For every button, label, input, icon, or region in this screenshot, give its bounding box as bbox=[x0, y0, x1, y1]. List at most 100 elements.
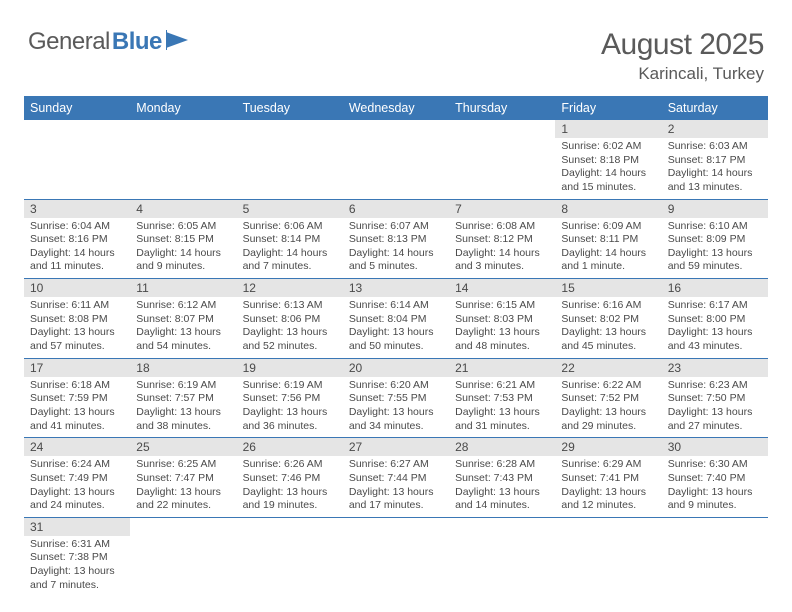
day-content: Sunrise: 6:31 AMSunset: 7:38 PMDaylight:… bbox=[24, 536, 130, 597]
calendar-cell bbox=[343, 120, 449, 199]
calendar-cell: 14Sunrise: 6:15 AMSunset: 8:03 PMDayligh… bbox=[449, 279, 555, 359]
calendar-cell: 22Sunrise: 6:22 AMSunset: 7:52 PMDayligh… bbox=[555, 358, 661, 438]
day-content: Sunrise: 6:28 AMSunset: 7:43 PMDaylight:… bbox=[449, 456, 555, 517]
daylight-text: Daylight: 13 hours and 24 minutes. bbox=[30, 486, 124, 513]
sunset-text: Sunset: 8:17 PM bbox=[668, 154, 762, 168]
day-number: 22 bbox=[555, 359, 661, 377]
calendar-cell: 9Sunrise: 6:10 AMSunset: 8:09 PMDaylight… bbox=[662, 199, 768, 279]
daylight-text: Daylight: 13 hours and 50 minutes. bbox=[349, 326, 443, 353]
day-content: Sunrise: 6:24 AMSunset: 7:49 PMDaylight:… bbox=[24, 456, 130, 517]
day-content: Sunrise: 6:18 AMSunset: 7:59 PMDaylight:… bbox=[24, 377, 130, 438]
sunset-text: Sunset: 8:04 PM bbox=[349, 313, 443, 327]
daylight-text: Daylight: 13 hours and 34 minutes. bbox=[349, 406, 443, 433]
daylight-text: Daylight: 13 hours and 29 minutes. bbox=[561, 406, 655, 433]
daylight-text: Daylight: 13 hours and 22 minutes. bbox=[136, 486, 230, 513]
weekday-header: Sunday bbox=[24, 96, 130, 120]
day-content: Sunrise: 6:19 AMSunset: 7:57 PMDaylight:… bbox=[130, 377, 236, 438]
day-number: 17 bbox=[24, 359, 130, 377]
calendar-cell: 13Sunrise: 6:14 AMSunset: 8:04 PMDayligh… bbox=[343, 279, 449, 359]
day-content: Sunrise: 6:05 AMSunset: 8:15 PMDaylight:… bbox=[130, 218, 236, 279]
sunset-text: Sunset: 7:55 PM bbox=[349, 392, 443, 406]
sunrise-text: Sunrise: 6:04 AM bbox=[30, 220, 124, 234]
calendar-cell: 31Sunrise: 6:31 AMSunset: 7:38 PMDayligh… bbox=[24, 517, 130, 596]
calendar-cell: 28Sunrise: 6:28 AMSunset: 7:43 PMDayligh… bbox=[449, 438, 555, 518]
sunrise-text: Sunrise: 6:13 AM bbox=[243, 299, 337, 313]
calendar-cell: 4Sunrise: 6:05 AMSunset: 8:15 PMDaylight… bbox=[130, 199, 236, 279]
calendar-cell bbox=[555, 517, 661, 596]
day-content: Sunrise: 6:15 AMSunset: 8:03 PMDaylight:… bbox=[449, 297, 555, 358]
sunrise-text: Sunrise: 6:26 AM bbox=[243, 458, 337, 472]
flag-icon bbox=[166, 30, 192, 55]
sunrise-text: Sunrise: 6:15 AM bbox=[455, 299, 549, 313]
sunset-text: Sunset: 7:53 PM bbox=[455, 392, 549, 406]
calendar-cell bbox=[237, 120, 343, 199]
weekday-header: Saturday bbox=[662, 96, 768, 120]
day-content: Sunrise: 6:20 AMSunset: 7:55 PMDaylight:… bbox=[343, 377, 449, 438]
daylight-text: Daylight: 14 hours and 1 minute. bbox=[561, 247, 655, 274]
sunset-text: Sunset: 7:46 PM bbox=[243, 472, 337, 486]
day-number: 7 bbox=[449, 200, 555, 218]
day-number: 2 bbox=[662, 120, 768, 138]
day-number: 3 bbox=[24, 200, 130, 218]
day-content: Sunrise: 6:07 AMSunset: 8:13 PMDaylight:… bbox=[343, 218, 449, 279]
daylight-text: Daylight: 13 hours and 41 minutes. bbox=[30, 406, 124, 433]
sunrise-text: Sunrise: 6:10 AM bbox=[668, 220, 762, 234]
calendar-cell: 3Sunrise: 6:04 AMSunset: 8:16 PMDaylight… bbox=[24, 199, 130, 279]
daylight-text: Daylight: 13 hours and 27 minutes. bbox=[668, 406, 762, 433]
sunset-text: Sunset: 8:11 PM bbox=[561, 233, 655, 247]
sunset-text: Sunset: 8:03 PM bbox=[455, 313, 549, 327]
daylight-text: Daylight: 13 hours and 17 minutes. bbox=[349, 486, 443, 513]
sunset-text: Sunset: 8:13 PM bbox=[349, 233, 443, 247]
day-number: 30 bbox=[662, 438, 768, 456]
day-number: 27 bbox=[343, 438, 449, 456]
day-content: Sunrise: 6:08 AMSunset: 8:12 PMDaylight:… bbox=[449, 218, 555, 279]
day-number: 28 bbox=[449, 438, 555, 456]
calendar-cell: 10Sunrise: 6:11 AMSunset: 8:08 PMDayligh… bbox=[24, 279, 130, 359]
daylight-text: Daylight: 13 hours and 54 minutes. bbox=[136, 326, 230, 353]
day-content: Sunrise: 6:22 AMSunset: 7:52 PMDaylight:… bbox=[555, 377, 661, 438]
sunrise-text: Sunrise: 6:05 AM bbox=[136, 220, 230, 234]
day-number: 10 bbox=[24, 279, 130, 297]
calendar-cell: 27Sunrise: 6:27 AMSunset: 7:44 PMDayligh… bbox=[343, 438, 449, 518]
sunrise-text: Sunrise: 6:28 AM bbox=[455, 458, 549, 472]
calendar-row: 10Sunrise: 6:11 AMSunset: 8:08 PMDayligh… bbox=[24, 279, 768, 359]
daylight-text: Daylight: 13 hours and 19 minutes. bbox=[243, 486, 337, 513]
daylight-text: Daylight: 14 hours and 7 minutes. bbox=[243, 247, 337, 274]
sunset-text: Sunset: 7:43 PM bbox=[455, 472, 549, 486]
sunrise-text: Sunrise: 6:18 AM bbox=[30, 379, 124, 393]
calendar-cell: 30Sunrise: 6:30 AMSunset: 7:40 PMDayligh… bbox=[662, 438, 768, 518]
sunset-text: Sunset: 7:56 PM bbox=[243, 392, 337, 406]
calendar-cell: 23Sunrise: 6:23 AMSunset: 7:50 PMDayligh… bbox=[662, 358, 768, 438]
calendar-row: 24Sunrise: 6:24 AMSunset: 7:49 PMDayligh… bbox=[24, 438, 768, 518]
day-number: 16 bbox=[662, 279, 768, 297]
sunrise-text: Sunrise: 6:03 AM bbox=[668, 140, 762, 154]
weekday-header-row: SundayMondayTuesdayWednesdayThursdayFrid… bbox=[24, 96, 768, 120]
sunrise-text: Sunrise: 6:02 AM bbox=[561, 140, 655, 154]
sunset-text: Sunset: 8:15 PM bbox=[136, 233, 230, 247]
day-content: Sunrise: 6:26 AMSunset: 7:46 PMDaylight:… bbox=[237, 456, 343, 517]
daylight-text: Daylight: 13 hours and 48 minutes. bbox=[455, 326, 549, 353]
calendar-row: 3Sunrise: 6:04 AMSunset: 8:16 PMDaylight… bbox=[24, 199, 768, 279]
sunrise-text: Sunrise: 6:22 AM bbox=[561, 379, 655, 393]
sunrise-text: Sunrise: 6:25 AM bbox=[136, 458, 230, 472]
sunrise-text: Sunrise: 6:14 AM bbox=[349, 299, 443, 313]
calendar-cell bbox=[24, 120, 130, 199]
sunrise-text: Sunrise: 6:19 AM bbox=[136, 379, 230, 393]
daylight-text: Daylight: 13 hours and 38 minutes. bbox=[136, 406, 230, 433]
header: General Blue August 2025 Karincali, Turk… bbox=[0, 0, 792, 92]
day-content: Sunrise: 6:16 AMSunset: 8:02 PMDaylight:… bbox=[555, 297, 661, 358]
weekday-header: Wednesday bbox=[343, 96, 449, 120]
calendar-body: 1Sunrise: 6:02 AMSunset: 8:18 PMDaylight… bbox=[24, 120, 768, 596]
sunrise-text: Sunrise: 6:29 AM bbox=[561, 458, 655, 472]
calendar-cell: 8Sunrise: 6:09 AMSunset: 8:11 PMDaylight… bbox=[555, 199, 661, 279]
sunrise-text: Sunrise: 6:16 AM bbox=[561, 299, 655, 313]
sunrise-text: Sunrise: 6:27 AM bbox=[349, 458, 443, 472]
sunset-text: Sunset: 7:38 PM bbox=[30, 551, 124, 565]
sunset-text: Sunset: 7:49 PM bbox=[30, 472, 124, 486]
sunset-text: Sunset: 8:07 PM bbox=[136, 313, 230, 327]
sunrise-text: Sunrise: 6:31 AM bbox=[30, 538, 124, 552]
weekday-header: Thursday bbox=[449, 96, 555, 120]
sunset-text: Sunset: 7:40 PM bbox=[668, 472, 762, 486]
day-number: 19 bbox=[237, 359, 343, 377]
calendar-cell: 18Sunrise: 6:19 AMSunset: 7:57 PMDayligh… bbox=[130, 358, 236, 438]
